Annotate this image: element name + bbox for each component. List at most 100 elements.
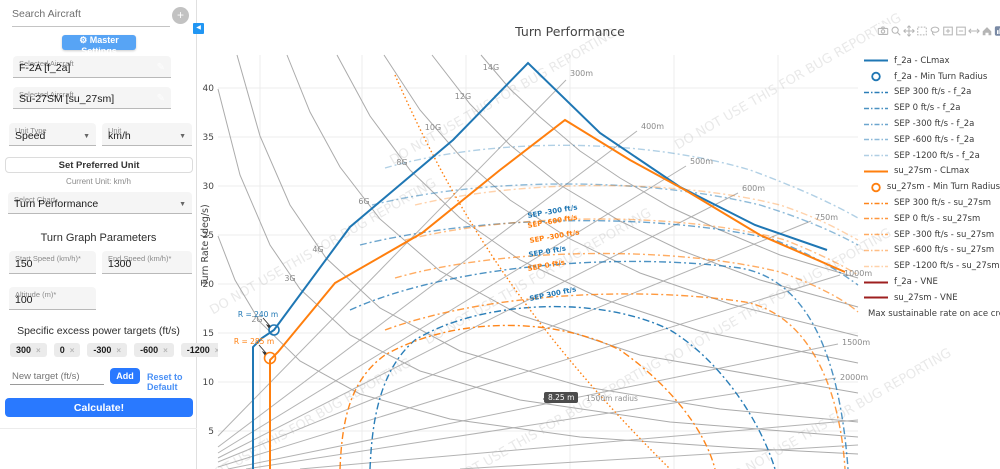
lasso-icon[interactable] xyxy=(929,24,941,38)
legend-label: SEP 0 ft/s - f_2a xyxy=(894,103,961,114)
legend-item[interactable]: su_27sm - Min Turn Radius xyxy=(863,179,1000,195)
autoscale-icon[interactable] xyxy=(968,24,980,38)
legend-swatch xyxy=(864,265,888,267)
chip-label: -300 xyxy=(93,345,112,355)
start-speed-input[interactable]: Start Speed (km/h)* 150 xyxy=(9,251,96,274)
chip-label: -1200 xyxy=(186,345,210,355)
edit-pencil-icon[interactable]: ✎ xyxy=(156,62,165,73)
svg-text:15: 15 xyxy=(203,329,214,339)
legend-label: su_27sm - CLmax xyxy=(894,166,970,177)
master-settings-button[interactable]: ⚙ Master Settings xyxy=(62,35,136,56)
legend-swatch xyxy=(864,296,888,299)
select-chart-dropdown[interactable]: Select Chart Turn Performance ▼ xyxy=(8,192,192,214)
legend-item[interactable]: SEP -600 ft/s - su_27sm xyxy=(863,243,1000,259)
plotly-logo-icon[interactable] xyxy=(994,24,1000,38)
zoom-icon[interactable] xyxy=(890,24,902,38)
current-unit-text: Current Unit: km/h xyxy=(66,177,131,186)
legend-swatch xyxy=(864,233,888,236)
reset-axes-icon[interactable] xyxy=(981,24,993,38)
add-aircraft-button[interactable]: + xyxy=(172,7,189,24)
legend-label: SEP -300 ft/s - f_2a xyxy=(894,119,975,130)
svg-text:8G: 8G xyxy=(396,158,407,167)
chip-remove-icon[interactable]: × xyxy=(214,345,220,355)
search-aircraft-input[interactable]: Search Aircraft xyxy=(12,4,170,27)
svg-text:500m: 500m xyxy=(690,157,713,166)
sep-target-chip[interactable]: 300 × xyxy=(10,343,47,357)
calculate-button[interactable]: Calculate! xyxy=(5,398,193,417)
clmax-line-f2a xyxy=(252,61,828,469)
legend-item[interactable]: SEP 300 ft/s - su_27sm xyxy=(863,195,1000,211)
legend-item[interactable]: SEP -300 ft/s - f_2a xyxy=(863,116,1000,132)
chip-remove-icon[interactable]: × xyxy=(163,345,168,355)
box-select-icon[interactable] xyxy=(916,24,928,38)
chip-remove-icon[interactable]: × xyxy=(116,345,122,355)
edit-pencil-icon[interactable]: ✎ xyxy=(156,93,165,104)
legend-swatch xyxy=(871,71,881,82)
chevron-left-icon: ◀ xyxy=(196,25,201,31)
sep-target-chip[interactable]: 0 × xyxy=(53,343,81,357)
hover-tooltip: 8.25 m xyxy=(542,392,579,403)
chip-remove-icon[interactable]: × xyxy=(36,345,41,355)
legend-item[interactable]: SEP 0 ft/s - su_27sm xyxy=(863,211,1000,227)
pan-icon[interactable] xyxy=(903,24,915,38)
legend-item[interactable]: su_27sm - VNE xyxy=(863,290,1000,306)
svg-text:300m: 300m xyxy=(570,69,593,78)
zoom-out-icon[interactable] xyxy=(955,24,967,38)
legend-item[interactable]: SEP -1200 ft/s - f_2a xyxy=(863,148,1000,164)
gear-icon: ⚙ xyxy=(79,35,88,45)
legend-item[interactable]: Max sustainable rate on ace crew (7.5G) xyxy=(863,306,1000,322)
camera-icon[interactable] xyxy=(877,24,889,38)
legend-label: SEP -600 ft/s - su_27sm xyxy=(894,245,995,256)
legend-label: SEP -300 ft/s - su_27sm xyxy=(894,229,995,240)
legend-item[interactable]: SEP 0 ft/s - f_2a xyxy=(863,100,1000,116)
plot-area[interactable] xyxy=(218,55,858,469)
legend-item[interactable]: f_2a - VNE xyxy=(863,274,1000,290)
new-target-input[interactable]: New target (ft/s) xyxy=(10,365,104,385)
plotly-modebar xyxy=(877,24,1000,38)
field-value: F-2A [f_2a] xyxy=(19,62,71,74)
sidebar: Search Aircraft + ◀ ⚙ Master Settings Se… xyxy=(0,0,226,469)
unit-select[interactable]: Unit km/h ▼ xyxy=(102,123,192,146)
legend-item[interactable]: su_27sm - CLmax xyxy=(863,164,1000,180)
legend-label: SEP -1200 ft/s - f_2a xyxy=(894,150,980,161)
legend-swatch xyxy=(864,154,888,157)
end-speed-input[interactable]: End Speed (km/h)* 1300 xyxy=(102,251,192,274)
legend-swatch xyxy=(864,281,888,284)
svg-text:12G: 12G xyxy=(455,92,471,101)
new-target-placeholder: New target (ft/s) xyxy=(12,371,80,382)
altitude-input[interactable]: Altitude (m)* 100 xyxy=(9,287,96,310)
legend-item[interactable]: f_2a - CLmax xyxy=(863,53,1000,69)
min-radius-marker-su27 xyxy=(263,351,277,365)
svg-text:400m: 400m xyxy=(641,122,664,131)
selected-aircraft-2-field[interactable]: Selected Aircraft Su-27SM [su_27sm] ✎ xyxy=(13,87,171,109)
legend-swatch xyxy=(864,249,888,252)
reset-to-default-link[interactable]: Reset to Default xyxy=(147,372,183,392)
sep-target-chip[interactable]: -300 × xyxy=(87,343,128,357)
legend-item[interactable]: SEP -1200 ft/s - su_27sm xyxy=(863,258,1000,274)
sidebar-collapse-button[interactable]: ◀ xyxy=(193,23,204,34)
legend-swatch xyxy=(864,123,888,125)
legend-item[interactable]: SEP -600 ft/s - f_2a xyxy=(863,132,1000,148)
legend-swatch xyxy=(864,91,888,94)
chevron-down-icon: ▼ xyxy=(179,201,186,208)
unit-type-select[interactable]: Unit Type Speed ▼ xyxy=(9,123,96,146)
svg-text:2000m: 2000m xyxy=(840,373,868,382)
zoom-in-icon[interactable] xyxy=(942,24,954,38)
radius-labels: 300m 400m 500m 600m 750m 1000m 1500m 200… xyxy=(570,69,872,382)
sep-target-chip[interactable]: -1200 × xyxy=(180,343,226,357)
chevron-down-icon: ▼ xyxy=(179,133,186,140)
add-target-button[interactable]: Add xyxy=(110,368,140,384)
sep-curves-f2a xyxy=(349,144,859,469)
svg-text:40: 40 xyxy=(203,84,215,94)
svg-text:10G: 10G xyxy=(425,123,441,132)
selected-aircraft-1-field[interactable]: Selected Aircraft F-2A [f_2a] ✎ xyxy=(13,56,171,78)
set-preferred-unit-button[interactable]: Set Preferred Unit xyxy=(5,157,193,173)
svg-text:600m: 600m xyxy=(742,184,765,193)
legend-item[interactable]: SEP 300 ft/s - f_2a xyxy=(863,85,1000,101)
legend-item[interactable]: SEP -300 ft/s - su_27sm xyxy=(863,227,1000,243)
legend-item[interactable]: f_2a - Min Turn Radius xyxy=(863,69,1000,85)
chip-remove-icon[interactable]: × xyxy=(69,345,75,355)
svg-text:750m: 750m xyxy=(815,213,838,222)
sep-target-chip[interactable]: -600 × xyxy=(134,343,174,357)
